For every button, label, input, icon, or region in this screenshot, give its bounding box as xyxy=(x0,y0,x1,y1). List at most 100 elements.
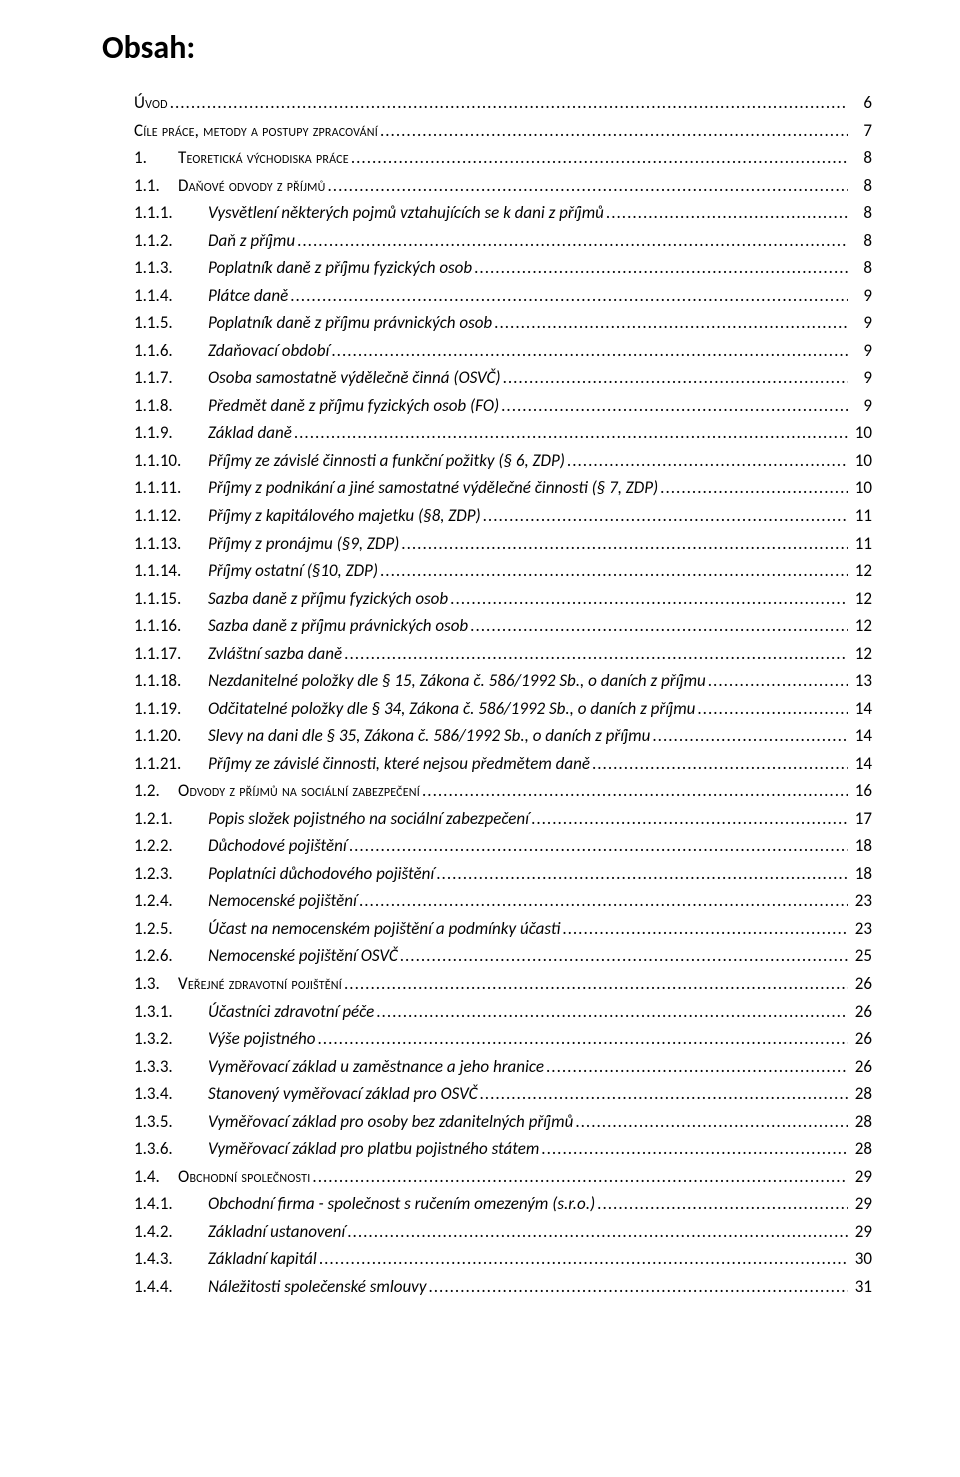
toc-entry[interactable]: 1.2.5.Účast na nemocenském pojištění a p… xyxy=(102,915,872,943)
toc-entry-number: 1.1.6. xyxy=(134,337,208,365)
toc-entry-page: 30 xyxy=(848,1245,872,1273)
toc-leader-dots xyxy=(344,640,848,668)
toc-entry[interactable]: 1.1.8.Předmět daně z příjmu fyzických os… xyxy=(102,392,872,420)
toc-entry[interactable]: 1.1.3.Poplatník daně z příjmu fyzických … xyxy=(102,254,872,282)
toc-entry-number: 1. xyxy=(134,144,178,172)
toc-entry[interactable]: 1.1.16.Sazba daně z příjmu právnických o… xyxy=(102,612,872,640)
toc-entry[interactable]: 1.3.6.Vyměřovací základ pro platbu pojis… xyxy=(102,1135,872,1163)
toc-entry[interactable]: 1.3.2.Výše pojistného 26 xyxy=(102,1025,872,1053)
toc-entry-page: 9 xyxy=(848,337,872,365)
toc-entry[interactable]: 1.2.3.Poplatníci důchodového pojištění 1… xyxy=(102,860,872,888)
toc-entry-page: 28 xyxy=(848,1108,872,1136)
toc-entry-label: Účastníci zdravotní péče xyxy=(208,998,376,1026)
toc-entry[interactable]: 1.3.3.Vyměřovací základ u zaměstnance a … xyxy=(102,1053,872,1081)
toc-title: Obsah: xyxy=(102,28,872,67)
toc-leader-dots xyxy=(380,117,848,145)
toc-leader-dots xyxy=(422,777,848,805)
toc-leader-dots xyxy=(480,1080,849,1108)
toc-entry[interactable]: 1.4.1.Obchodní firma - společnost s ruče… xyxy=(102,1190,872,1218)
toc-entry[interactable]: 1.2.1.Popis složek pojistného na sociáln… xyxy=(102,805,872,833)
toc-entry-number: 1.1.12. xyxy=(134,502,208,530)
toc-entry-number: 1.3.4. xyxy=(134,1080,208,1108)
toc-entry[interactable]: 1.1.9.Základ daně 10 xyxy=(102,419,872,447)
toc-entry[interactable]: 1.1.19.Odčitatelné položky dle § 34, Zák… xyxy=(102,695,872,723)
toc-entry-page: 7 xyxy=(848,117,872,145)
toc-entry[interactable]: 1.2.Odvody z příjmů na sociální zabezpeč… xyxy=(102,777,872,805)
toc-entry[interactable]: 1.4.4.Náležitosti společenské smlouvy 31 xyxy=(102,1273,872,1301)
toc-entry-label: Nemocenské pojištění OSVČ xyxy=(208,942,400,970)
toc-leader-dots xyxy=(541,1135,848,1163)
toc-entry-number: 1.3.5. xyxy=(134,1108,208,1136)
toc-entry[interactable]: 1.4.3.Základní kapitál 30 xyxy=(102,1245,872,1273)
toc-entry[interactable]: Cíle práce, metody a postupy zpracování … xyxy=(102,117,872,145)
toc-entry-label: Daň z příjmu xyxy=(208,227,297,255)
toc-entry[interactable]: 1.1.18.Nezdanitelné položky dle § 15, Zá… xyxy=(102,667,872,695)
toc-entry-label: Daňové odvody z příjmů xyxy=(178,172,327,200)
toc-entry[interactable]: 1.4.Obchodní společnosti 29 xyxy=(102,1163,872,1191)
toc-entry-page: 28 xyxy=(848,1080,872,1108)
toc-leader-dots xyxy=(327,172,848,200)
toc-entry[interactable]: 1.1.15.Sazba daně z příjmu fyzických oso… xyxy=(102,585,872,613)
toc-entry[interactable]: 1.1.12.Příjmy z kapitálového majetku (§8… xyxy=(102,502,872,530)
toc-entry-page: 12 xyxy=(848,557,872,585)
toc-entry-label: Odvody z příjmů na sociální zabezpečení xyxy=(178,777,422,805)
toc-entry-page: 10 xyxy=(848,474,872,502)
toc-leader-dots xyxy=(697,695,848,723)
toc-entry[interactable]: 1.2.2.Důchodové pojištění 18 xyxy=(102,832,872,860)
toc-leader-dots xyxy=(546,1053,848,1081)
toc-leader-dots xyxy=(708,667,848,695)
toc-leader-dots xyxy=(400,942,848,970)
toc-entry[interactable]: 1.1.10.Příjmy ze závislé činnosti a funk… xyxy=(102,447,872,475)
toc-entry-number: 1.3.2. xyxy=(134,1025,208,1053)
toc-entry[interactable]: Úvod 6 xyxy=(102,89,872,117)
toc-entry-number: 1.4.4. xyxy=(134,1273,208,1301)
toc-entry[interactable]: 1.1.2.Daň z příjmu 8 xyxy=(102,227,872,255)
toc-entry-number: 1.1.9. xyxy=(134,419,208,447)
toc-entry[interactable]: 1.3.1.Účastníci zdravotní péče 26 xyxy=(102,998,872,1026)
toc-entry[interactable]: 1.1.17.Zvláštní sazba daně 12 xyxy=(102,640,872,668)
toc-entry[interactable]: 1.1.4.Plátce daně 9 xyxy=(102,282,872,310)
toc-entry[interactable]: 1.1.6.Zdaňovací období 9 xyxy=(102,337,872,365)
toc-entry[interactable]: 1.2.6.Nemocenské pojištění OSVČ 25 xyxy=(102,942,872,970)
toc-entry-page: 12 xyxy=(848,612,872,640)
toc-entry[interactable]: 1.2.4.Nemocenské pojištění 23 xyxy=(102,887,872,915)
toc-entry[interactable]: 1.1.7.Osoba samostatně výdělečně činná (… xyxy=(102,364,872,392)
toc-entry-label: Základ daně xyxy=(208,419,294,447)
toc-entry[interactable]: 1.1.21.Příjmy ze závislé činnosti, které… xyxy=(102,750,872,778)
toc-entry-label: Předmět daně z příjmu fyzických osob (FO… xyxy=(208,392,501,420)
toc-entry-label: Zvláštní sazba daně xyxy=(208,640,344,668)
toc-entry[interactable]: 1.1.11.Příjmy z podnikání a jiné samosta… xyxy=(102,474,872,502)
toc-entry[interactable]: 1.Teoretická východiska práce 8 xyxy=(102,144,872,172)
toc-leader-dots xyxy=(349,832,848,860)
toc-entry[interactable]: 1.1.1.Vysvětlení některých pojmů vztahuj… xyxy=(102,199,872,227)
toc-entry[interactable]: 1.4.2.Základní ustanovení 29 xyxy=(102,1218,872,1246)
toc-entry-number: 1.2.4. xyxy=(134,887,208,915)
toc-entry-label: Náležitosti společenské smlouvy xyxy=(208,1273,428,1301)
toc-entry-label: Plátce daně xyxy=(208,282,290,310)
toc-entry-label: Základní kapitál xyxy=(208,1245,319,1273)
toc-leader-dots xyxy=(531,805,848,833)
toc-entry-page: 12 xyxy=(848,585,872,613)
toc-entry-page: 26 xyxy=(848,998,872,1026)
toc-entry[interactable]: 1.1.20.Slevy na dani dle § 35, Zákona č.… xyxy=(102,722,872,750)
toc-entry-number: 1.1.16. xyxy=(134,612,208,640)
toc-entry-page: 8 xyxy=(848,144,872,172)
toc-entry-label: Poplatník daně z příjmu fyzických osob xyxy=(208,254,474,282)
toc-entry[interactable]: 1.3.5.Vyměřovací základ pro osoby bez zd… xyxy=(102,1108,872,1136)
toc-entry[interactable]: 1.3.4.Stanovený vyměřovací základ pro OS… xyxy=(102,1080,872,1108)
toc-leader-dots xyxy=(474,254,848,282)
toc-entry[interactable]: 1.3.Veřejné zdravotní pojištění 26 xyxy=(102,970,872,998)
toc-entry-number: 1.1.1. xyxy=(134,199,208,227)
toc-entry-number: 1.1.19. xyxy=(134,695,208,723)
toc-entry[interactable]: 1.1.Daňové odvody z příjmů 8 xyxy=(102,172,872,200)
toc-leader-dots xyxy=(597,1190,848,1218)
toc-entry[interactable]: 1.1.5.Poplatník daně z příjmu právnickýc… xyxy=(102,309,872,337)
toc-entry-page: 18 xyxy=(848,860,872,888)
toc-entry-page: 10 xyxy=(848,447,872,475)
toc-entry-label: Veřejné zdravotní pojištění xyxy=(178,970,344,998)
toc-leader-dots xyxy=(606,199,848,227)
toc-entry-label: Osoba samostatně výdělečně činná (OSVČ) xyxy=(208,364,503,392)
toc-entry[interactable]: 1.1.14.Příjmy ostatní (§10, ZDP) 12 xyxy=(102,557,872,585)
toc-entry[interactable]: 1.1.13.Příjmy z pronájmu (§9, ZDP) 11 xyxy=(102,530,872,558)
toc-entry-number: 1.2.6. xyxy=(134,942,208,970)
